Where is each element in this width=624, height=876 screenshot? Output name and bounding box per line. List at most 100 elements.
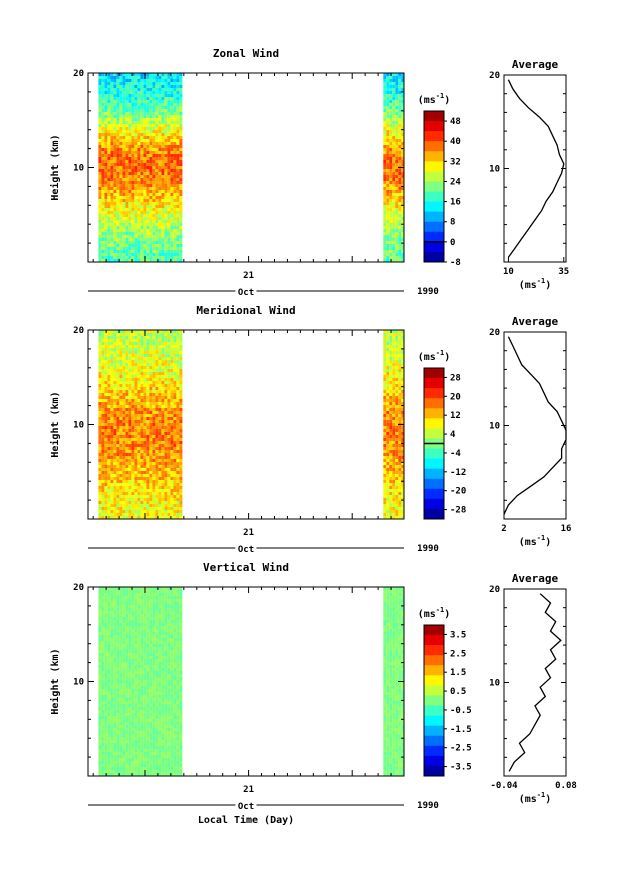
- heatmap-cell: [152, 453, 156, 456]
- heatmap-cell: [161, 363, 165, 366]
- heatmap-cell: [167, 408, 171, 411]
- heatmap-cell: [392, 208, 396, 211]
- heatmap-cell: [398, 387, 402, 390]
- heatmap-cell: [137, 348, 141, 351]
- heatmap-cell: [107, 357, 111, 360]
- heatmap-cell: [98, 749, 102, 752]
- heatmap-cell: [98, 752, 102, 755]
- heatmap-cell: [170, 160, 174, 163]
- heatmap-cell: [119, 450, 123, 453]
- avg-x-axis-label-exponent: -1: [537, 534, 545, 542]
- heatmap-cell: [383, 507, 387, 510]
- heatmap-cell: [167, 211, 171, 214]
- heatmap-cell: [125, 187, 129, 190]
- heatmap-cell: [137, 88, 141, 91]
- heatmap-cell: [107, 169, 111, 172]
- heatmap-cell: [116, 384, 120, 387]
- heatmap-cell: [104, 743, 108, 746]
- heatmap-cell: [392, 253, 396, 256]
- heatmap-cell: [170, 73, 174, 76]
- heatmap-cell: [107, 360, 111, 363]
- heatmap-cell: [104, 441, 108, 444]
- heatmap-cell: [386, 357, 390, 360]
- heatmap-cell: [107, 453, 111, 456]
- heatmap-cell: [140, 130, 144, 133]
- heatmap-cell: [152, 79, 156, 82]
- heatmap-cell: [101, 357, 105, 360]
- heatmap-cell: [131, 223, 135, 226]
- heatmap-cell: [152, 112, 156, 115]
- heatmap-cell: [140, 447, 144, 450]
- heatmap-cell: [122, 109, 126, 112]
- heatmap-cell: [125, 333, 129, 336]
- heatmap-cell: [125, 399, 129, 402]
- heatmap-cell: [107, 154, 111, 157]
- heatmap-cell: [152, 169, 156, 172]
- heatmap-cell: [107, 82, 111, 85]
- heatmap-cell: [155, 154, 159, 157]
- heatmap-cell: [164, 217, 168, 220]
- heatmap-cell: [107, 632, 111, 635]
- heatmap-cell: [137, 363, 141, 366]
- heatmap-cell: [137, 247, 141, 250]
- heatmap-cell: [173, 510, 177, 513]
- heatmap-cell: [149, 462, 153, 465]
- heatmap-cell: [128, 351, 132, 354]
- heatmap-cell: [155, 124, 159, 127]
- heatmap-cell: [167, 193, 171, 196]
- heatmap-cell: [140, 336, 144, 339]
- heatmap-cell: [119, 184, 123, 187]
- heatmap-cell: [164, 79, 168, 82]
- heatmap-cell: [128, 154, 132, 157]
- heatmap-cell: [143, 420, 147, 423]
- heatmap-cell: [113, 471, 117, 474]
- heatmap-cell: [392, 217, 396, 220]
- heatmap-cell: [119, 381, 123, 384]
- heatmap-cell: [392, 226, 396, 229]
- heatmap-cell: [167, 229, 171, 232]
- heatmap-cell: [173, 100, 177, 103]
- heatmap-cell: [116, 393, 120, 396]
- heatmap-cell: [125, 97, 129, 100]
- heatmap-cell: [98, 590, 102, 593]
- heatmap-cell: [104, 241, 108, 244]
- heatmap-cell: [116, 420, 120, 423]
- heatmap-cell: [125, 217, 129, 220]
- heatmap-cell: [149, 465, 153, 468]
- heatmap-cell: [113, 175, 117, 178]
- heatmap-cell: [107, 378, 111, 381]
- heatmap-cell: [158, 384, 162, 387]
- heatmap-cell: [179, 235, 183, 238]
- heatmap-cell: [113, 408, 117, 411]
- heatmap-cell: [389, 474, 393, 477]
- heatmap-cell: [101, 507, 105, 510]
- heatmap-cell: [146, 223, 150, 226]
- month-label: Oct: [238, 288, 254, 298]
- heatmap-cell: [128, 435, 132, 438]
- heatmap-cell: [119, 97, 123, 100]
- heatmap-cell: [155, 480, 159, 483]
- heatmap-cell: [101, 614, 105, 617]
- heatmap-cell: [122, 438, 126, 441]
- heatmap-cell: [101, 85, 105, 88]
- heatmap-cell: [401, 76, 405, 79]
- heatmap-cell: [170, 432, 174, 435]
- heatmap-cell: [152, 474, 156, 477]
- heatmap-cell: [161, 85, 165, 88]
- heatmap-cell: [101, 468, 105, 471]
- heatmap-cell: [140, 402, 144, 405]
- heatmap-cell: [392, 363, 396, 366]
- heatmap-cell: [161, 378, 165, 381]
- heatmap-cell: [131, 513, 135, 516]
- heatmap-cell: [104, 710, 108, 713]
- heatmap-cell: [98, 363, 102, 366]
- heatmap-cell: [107, 393, 111, 396]
- heatmap-cell: [155, 444, 159, 447]
- heatmap-cell: [170, 211, 174, 214]
- heatmap-cell: [140, 399, 144, 402]
- heatmap-cell: [170, 363, 174, 366]
- heatmap-cell: [164, 330, 168, 333]
- heatmap-cell: [398, 438, 402, 441]
- heatmap-cell: [143, 399, 147, 402]
- heatmap-cell: [395, 477, 399, 480]
